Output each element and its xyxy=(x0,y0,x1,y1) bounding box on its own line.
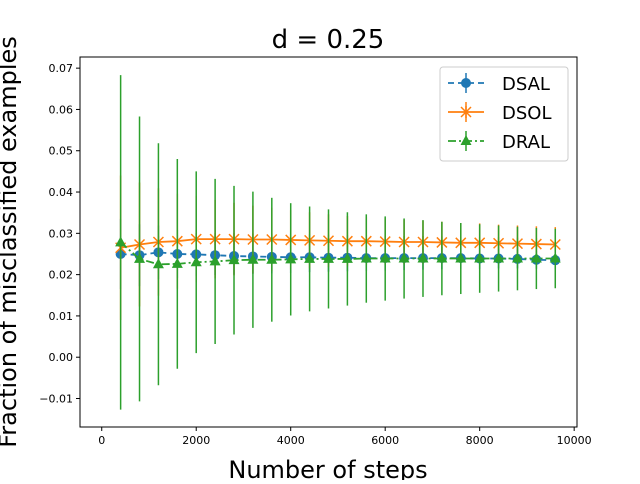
legend-label-dral: DRAL xyxy=(502,132,550,153)
x-axis-label: Number of steps xyxy=(228,456,427,480)
x-tick-label: 2000 xyxy=(182,434,210,447)
data-point xyxy=(398,252,410,263)
y-tick-label: 0.01 xyxy=(49,310,74,323)
data-point xyxy=(436,252,448,263)
data-point xyxy=(228,254,240,265)
y-tick-label: 0.00 xyxy=(49,351,74,364)
data-point xyxy=(511,252,523,263)
data-point xyxy=(285,253,297,264)
legend-label-dsal: DSAL xyxy=(502,74,550,95)
chart-title: d = 0.25 xyxy=(272,25,385,55)
data-point xyxy=(134,252,146,263)
series-dral xyxy=(115,75,561,410)
x-tick-label: 0 xyxy=(98,434,105,447)
legend-label-dsol: DSOL xyxy=(502,103,551,124)
data-point xyxy=(493,252,505,263)
data-point xyxy=(209,255,221,266)
data-point xyxy=(247,253,259,264)
y-tick-label: 0.03 xyxy=(49,227,74,240)
y-tick-label: 0.04 xyxy=(49,186,74,199)
x-tick-label: 10000 xyxy=(557,434,592,447)
data-point xyxy=(455,252,467,263)
data-point xyxy=(474,252,486,263)
data-point xyxy=(171,257,183,268)
data-point xyxy=(323,252,334,263)
legend: DSAL DSOL DRAL xyxy=(439,66,569,162)
data-point xyxy=(549,252,561,263)
data-point xyxy=(190,256,202,267)
x-tick-label: 4000 xyxy=(277,434,305,447)
legend-marker xyxy=(460,135,472,145)
data-point xyxy=(530,252,542,263)
series-dsal xyxy=(115,218,561,290)
data-point xyxy=(266,253,278,264)
series-line xyxy=(120,238,556,249)
data-point xyxy=(152,258,164,269)
y-tick-label: 0.07 xyxy=(49,62,74,75)
y-axis-label: Fraction of misclassified examples xyxy=(0,36,22,448)
y-tick-label: 0.02 xyxy=(49,269,74,282)
data-point xyxy=(360,252,372,263)
y-tick-label: 0.06 xyxy=(49,103,74,116)
legend-marker xyxy=(460,106,472,118)
data-point xyxy=(115,236,127,247)
legend-marker xyxy=(461,78,471,88)
legend-box xyxy=(439,66,569,162)
data-point xyxy=(417,252,429,263)
data-point xyxy=(379,252,391,263)
y-tick-label: 0.05 xyxy=(49,145,74,158)
x-tick-label: 6000 xyxy=(371,434,399,447)
data-point xyxy=(304,252,316,263)
data-point xyxy=(341,252,353,263)
series-dsol xyxy=(115,175,561,321)
y-tick-label: −0.01 xyxy=(39,393,73,406)
plot-frame xyxy=(79,56,578,428)
x-tick-label: 8000 xyxy=(466,434,494,447)
